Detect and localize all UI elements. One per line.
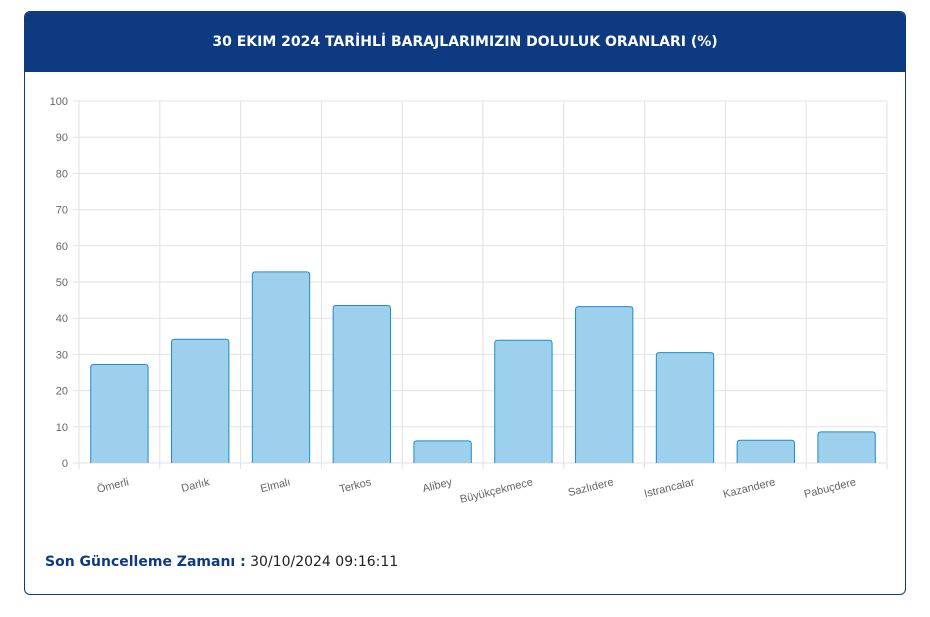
card: 30 EKIM 2024 TARİHLİ BARAJLARIMIZIN DOLU… xyxy=(24,11,906,595)
y-tick-label: 60 xyxy=(56,241,68,253)
bar xyxy=(736,439,795,463)
y-tick-label: 100 xyxy=(50,96,68,108)
bar xyxy=(494,339,553,463)
footer-value: 30/10/2024 09:16:11 xyxy=(250,554,399,570)
bar xyxy=(817,431,876,463)
y-tick-label: 30 xyxy=(56,349,68,361)
bar xyxy=(332,305,391,463)
footer-label: Son Güncelleme Zamanı : xyxy=(45,554,246,570)
x-tick-label: Darlık xyxy=(180,476,211,495)
bar xyxy=(171,338,230,463)
x-tick-label: Terkos xyxy=(338,476,373,496)
y-tick-label: 10 xyxy=(56,422,68,434)
y-tick-label: 70 xyxy=(56,205,68,217)
bar xyxy=(90,364,149,463)
x-tick-label: Büyükçekmece xyxy=(459,476,534,506)
y-tick-label: 90 xyxy=(56,132,68,144)
x-tick-label: Istrancalar xyxy=(643,476,696,500)
x-tick-label: Ömerli xyxy=(96,476,130,495)
y-tick-label: 50 xyxy=(56,277,68,289)
bar xyxy=(251,271,311,463)
bar xyxy=(575,306,634,463)
bar xyxy=(413,440,472,463)
y-tick-label: 80 xyxy=(56,168,68,180)
x-tick-label: Alibey xyxy=(421,476,453,495)
bar xyxy=(655,352,715,463)
x-tick-label: Pabuçdere xyxy=(803,476,858,501)
y-tick-label: 20 xyxy=(56,386,68,398)
y-tick-label: 0 xyxy=(62,458,68,470)
y-tick-label: 40 xyxy=(56,313,68,325)
x-tick-label: Elmalı xyxy=(259,476,292,495)
x-tick-label: Sazlıdere xyxy=(567,476,615,499)
footer: Son Güncelleme Zamanı : 30/10/2024 09:16… xyxy=(45,554,398,570)
x-tick-label: Kazandere xyxy=(722,476,777,501)
chart-title: 30 EKIM 2024 TARİHLİ BARAJLARIMIZIN DOLU… xyxy=(25,12,905,72)
